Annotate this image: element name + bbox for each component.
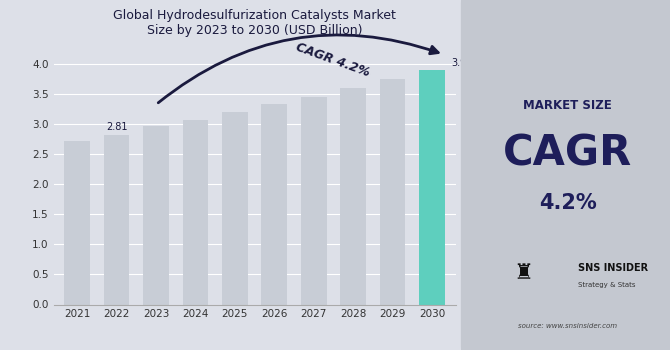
- Text: ♜: ♜: [513, 263, 533, 283]
- Bar: [340, 88, 366, 304]
- FancyBboxPatch shape: [462, 0, 670, 350]
- Bar: [261, 104, 287, 304]
- Bar: [104, 135, 129, 304]
- Bar: [301, 97, 326, 304]
- Text: 3.90(BN): 3.90(BN): [452, 57, 494, 67]
- Bar: [64, 141, 90, 304]
- Text: Strategy & Stats: Strategy & Stats: [578, 282, 636, 288]
- Title: Global Hydrodesulfurization Catalysts Market
Size by 2023 to 2030 (USD Billion): Global Hydrodesulfurization Catalysts Ma…: [113, 9, 396, 37]
- Text: 2.81: 2.81: [106, 122, 127, 132]
- Text: CAGR 4.2%: CAGR 4.2%: [294, 41, 372, 80]
- Text: CAGR: CAGR: [503, 133, 632, 175]
- Bar: [183, 120, 208, 304]
- Bar: [419, 70, 445, 304]
- Text: MARKET SIZE: MARKET SIZE: [523, 98, 612, 112]
- Text: SNS INSIDER: SNS INSIDER: [578, 263, 648, 273]
- Text: source: www.snsinsider.com: source: www.snsinsider.com: [519, 322, 617, 329]
- Bar: [222, 112, 248, 304]
- Text: 4.2%: 4.2%: [539, 193, 597, 213]
- Bar: [143, 126, 169, 304]
- Bar: [380, 79, 405, 304]
